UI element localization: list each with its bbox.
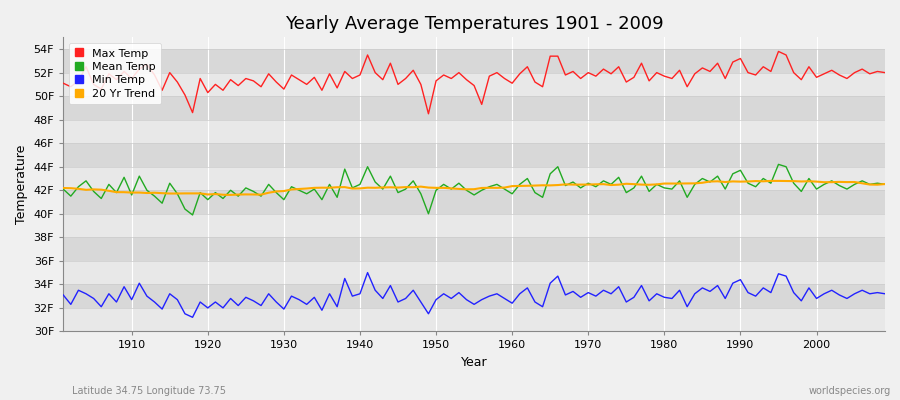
Bar	[63, 49, 885, 73]
Max Temp	[286, 72, 297, 77]
20 Yr Trend	[507, 184, 517, 188]
Min Temp	[58, 292, 68, 297]
20 Yr Trend	[293, 186, 304, 191]
Line: 20 Yr Trend: 20 Yr Trend	[63, 181, 885, 195]
Mean Temp	[515, 182, 526, 187]
Mean Temp	[339, 167, 350, 172]
Bar	[63, 73, 885, 96]
Mean Temp	[507, 191, 517, 196]
20 Yr Trend	[773, 178, 784, 183]
Mean Temp	[773, 162, 784, 167]
Line: Mean Temp: Mean Temp	[63, 164, 885, 215]
Bar	[63, 96, 885, 120]
Min Temp	[339, 276, 350, 281]
X-axis label: Year: Year	[461, 356, 488, 369]
Mean Temp	[119, 175, 130, 180]
Max Temp	[332, 86, 343, 90]
Bar	[63, 308, 885, 332]
Max Temp	[773, 49, 784, 54]
Legend: Max Temp, Mean Temp, Min Temp, 20 Yr Trend: Max Temp, Mean Temp, Min Temp, 20 Yr Tre…	[68, 43, 161, 104]
20 Yr Trend	[879, 182, 890, 186]
Title: Yearly Average Temperatures 1901 - 2009: Yearly Average Temperatures 1901 - 2009	[284, 15, 663, 33]
Min Temp	[293, 297, 304, 302]
Text: Latitude 34.75 Longitude 73.75: Latitude 34.75 Longitude 73.75	[72, 386, 226, 396]
Min Temp	[119, 284, 130, 289]
20 Yr Trend	[119, 190, 130, 194]
Min Temp	[187, 315, 198, 320]
Line: Min Temp: Min Temp	[63, 272, 885, 317]
Line: Max Temp: Max Temp	[63, 52, 885, 114]
Min Temp	[879, 291, 890, 296]
Mean Temp	[58, 187, 68, 192]
Max Temp	[879, 70, 890, 75]
Mean Temp	[187, 212, 198, 217]
20 Yr Trend	[606, 183, 616, 188]
Min Temp	[362, 270, 373, 275]
Bar	[63, 190, 885, 214]
Min Temp	[613, 284, 624, 289]
Mean Temp	[606, 182, 616, 187]
Bar	[63, 120, 885, 143]
Min Temp	[515, 291, 526, 296]
Max Temp	[515, 71, 526, 76]
Bar	[63, 167, 885, 190]
Min Temp	[522, 286, 533, 290]
Bar	[63, 214, 885, 237]
Bar	[63, 284, 885, 308]
Max Temp	[58, 81, 68, 86]
Max Temp	[507, 81, 517, 86]
Max Temp	[423, 111, 434, 116]
Mean Temp	[879, 182, 890, 187]
Mean Temp	[293, 188, 304, 193]
Max Temp	[606, 71, 616, 76]
20 Yr Trend	[225, 192, 236, 197]
20 Yr Trend	[515, 184, 526, 188]
Bar	[63, 261, 885, 284]
Y-axis label: Temperature: Temperature	[15, 145, 28, 224]
20 Yr Trend	[339, 185, 350, 190]
20 Yr Trend	[58, 186, 68, 190]
Text: worldspecies.org: worldspecies.org	[809, 386, 891, 396]
Bar	[63, 237, 885, 261]
Max Temp	[119, 69, 130, 74]
Bar	[63, 143, 885, 167]
